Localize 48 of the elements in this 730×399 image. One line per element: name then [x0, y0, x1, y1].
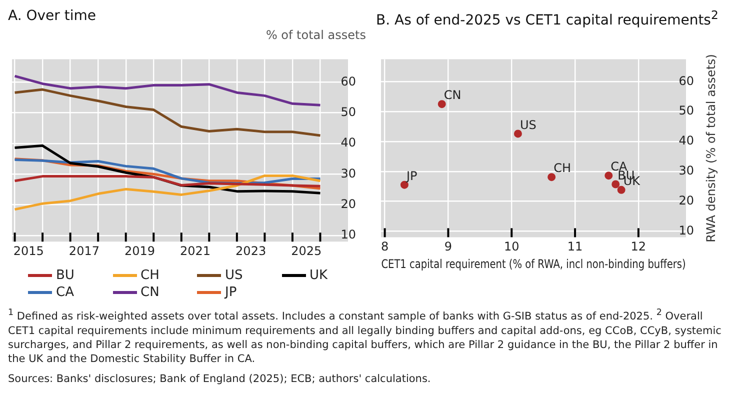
- x-tick-label: 12: [630, 240, 646, 254]
- y-tick-label: 20: [678, 193, 694, 208]
- legend-label: UK: [310, 268, 328, 283]
- x-tick-label: 2023: [236, 244, 266, 258]
- y-tick-label: 50: [340, 104, 356, 119]
- chart-title: B. As of end-2025 vs CET1 capital requirements$^{2}$: [376, 8, 720, 29]
- x-tick-label: 11: [567, 240, 583, 254]
- y-axis-title: RWA density (% of total assets): [704, 54, 718, 242]
- chart-title: A. Over time: [8, 8, 97, 26]
- y-tick-label: 40: [678, 134, 694, 148]
- y-axis-title: % of total assets: [264, 28, 366, 44]
- legend-label: CN: [140, 285, 160, 300]
- annotation: US: [520, 118, 536, 132]
- y-tick-label: 50: [678, 104, 694, 118]
- source-note: Sources: Banks' disclosures; Bank of England (2025); ECB; authors' calculations.: [8, 372, 432, 386]
- y-tick-label: 30: [678, 164, 694, 178]
- annotation: CH: [554, 161, 571, 176]
- y-tick-label: 10: [678, 223, 694, 238]
- legend-label: CA: [56, 285, 74, 300]
- point: [617, 186, 626, 194]
- x-tick-label: 2015: [13, 244, 44, 258]
- y-tick-label: 60: [340, 74, 356, 88]
- x-tick-label: 2021: [180, 244, 211, 258]
- legend-label: JP: [225, 285, 237, 300]
- point: [612, 180, 620, 188]
- y-tick-label: 60: [678, 74, 694, 88]
- x-tick-label: 10: [504, 240, 520, 254]
- legend-label: US: [225, 268, 243, 283]
- annotation: CN: [444, 88, 462, 102]
- point: [548, 173, 556, 182]
- y-tick-label: 30: [340, 166, 356, 180]
- legend-label: CH: [140, 268, 160, 283]
- x-tick-label: 2025: [291, 244, 322, 258]
- x-axis-title: CET1 capital requirement (% of RWA, incl non-binding buffers): [381, 256, 686, 272]
- x-tick-label: 8: [380, 240, 389, 254]
- point: [514, 130, 522, 138]
- point: [438, 100, 446, 108]
- x-tick-label: 9: [444, 240, 452, 254]
- y-tick-label: 20: [340, 196, 356, 211]
- text: $^{1}$ Defined as risk-weighted assets over total assets. Includes a constant sample of banks with G-SIB status as of end-2025. $^{2}$ Overall CET1 capital requirements include minimum requirements and all legally binding buffers and capital add-ons, eg CCoB, CCyB, systemic surcharges, and Pillar 2 requirements, as well as non-binding capital buffers, which are Pillar 2 guidance in the BU, the Pillar 2 buffer in the UK and the Domestic Stability Buffer in CA.: [8, 307, 722, 366]
- y-tick-label: 40: [340, 136, 356, 150]
- x-tick-label: 2017: [68, 244, 100, 258]
- legend-label: BU: [56, 268, 74, 283]
- point: [400, 180, 408, 189]
- annotation: JP: [405, 168, 418, 183]
- point: [604, 172, 613, 180]
- x-tick-label: 2019: [124, 244, 156, 258]
- y-tick-label: 10: [340, 228, 356, 242]
